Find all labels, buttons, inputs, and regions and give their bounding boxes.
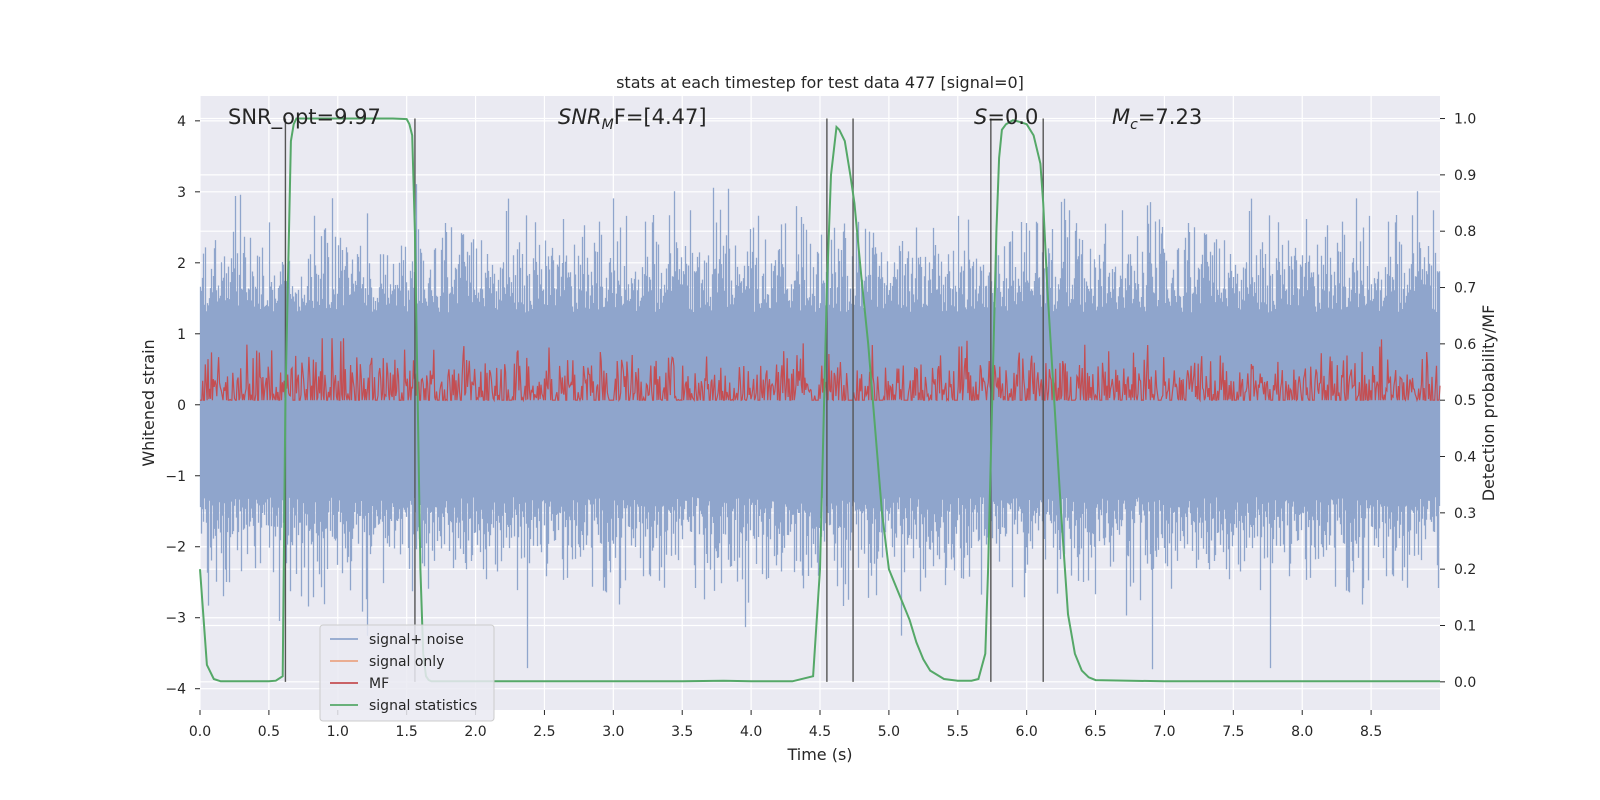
y-axis-label: Whitened strain [139,339,158,466]
annotation-snr-mf-main: SNR [558,105,602,129]
y-tick-label: −2 [165,540,186,556]
x-tick-label: 5.0 [878,724,900,740]
x-tick-label: 2.0 [464,724,486,740]
series-signal-noise [199,184,1441,670]
x-tick-label: 4.5 [809,724,831,740]
y-right-tick-label: 0.7 [1454,281,1476,297]
annotation-snr-mf: SNRMF=[4.47] [558,105,707,133]
series-signal-statistics [199,117,1440,683]
legend: signal+ noise signal only MF signal stat… [319,624,495,722]
x-tick-label: 1.5 [396,724,418,740]
x-tick-label: 8.0 [1291,724,1313,740]
x-tick-label: 1.0 [327,724,349,740]
y-tick-label: −4 [165,682,186,698]
annotation-mc-main: M [1112,105,1130,129]
x-tick-label: 7.0 [1153,724,1175,740]
x-ticks: 0.0 0.5 1.0 1.5 2.0 2.5 3.0 3.5 4.0 4.5 5.0 5.5 6.0 6… [189,710,1382,740]
legend-label-signal-only: signal only [369,654,444,670]
annotation-snr-mf-rest: F=[4.47] [614,105,707,129]
x-tick-label: 4.0 [740,724,762,740]
x-tick-label: 0.0 [189,724,211,740]
y-right-tick-label: 0.8 [1454,224,1476,240]
x-tick-label: 3.0 [602,724,624,740]
y-tick-label: 3 [177,185,186,201]
x-tick-label: 6.5 [1084,724,1106,740]
x-tick-label: 0.5 [258,724,280,740]
y-right-tick-label: 0.9 [1454,168,1476,184]
annotation-mc-sub: c [1130,117,1138,133]
x-tick-label: 8.5 [1360,724,1382,740]
legend-label-signal-statistics: signal statistics [369,698,477,714]
legend-label-mf: MF [369,676,389,692]
y-right-tick-label: 0.0 [1454,675,1476,691]
y-ticks-right: 1.0 0.9 0.8 0.7 0.6 0.5 0.4 0.3 0.2 0.1 0.0 [1440,112,1476,691]
y-right-tick-label: 0.4 [1454,450,1476,466]
x-tick-label: 7.5 [1222,724,1244,740]
annotation-mc: Mc=7.23 [1112,105,1202,133]
y-tick-label: 0 [177,398,186,414]
y-right-tick-label: 0.2 [1454,562,1476,578]
annotation-s-rest: =0.0 [987,105,1038,129]
x-tick-label: 6.0 [1016,724,1038,740]
mf-trace [200,338,1441,403]
legend-label-signal-noise: signal+ noise [369,632,464,648]
x-tick-label: 3.5 [671,724,693,740]
y-right-tick-label: 1.0 [1454,112,1476,128]
annotation-s-main: S [974,105,987,129]
series-mf [200,338,1441,403]
annotation-mc-rest: =7.23 [1138,105,1202,129]
y-axis-right-label: Detection probability/MF [1479,305,1498,502]
signal-statistics-trace [199,117,1440,683]
x-axis-label: Time (s) [786,745,852,764]
y-tick-label: 4 [177,114,186,130]
signal-noise-trace [199,184,1441,670]
y-ticks-left: 4 3 2 1 0 −1 −2 −3 −4 [165,114,200,698]
y-tick-label: −3 [165,611,186,627]
y-right-tick-label: 0.3 [1454,506,1476,522]
legend-box [319,624,495,722]
y-right-tick-label: 0.6 [1454,337,1476,353]
y-tick-label: 1 [177,327,186,343]
y-tick-label: −1 [165,469,186,485]
y-tick-label: 2 [177,256,186,272]
x-tick-label: 5.5 [947,724,969,740]
annotation-snr-opt: SNR_opt=9.97 [228,105,381,130]
chart-title: stats at each timestep for test data 477… [616,73,1024,92]
x-tick-label: 2.5 [533,724,555,740]
y-right-tick-label: 0.1 [1454,619,1476,635]
y-right-tick-label: 0.5 [1454,393,1476,409]
annotation-s: S=0.0 [974,105,1038,129]
annotation-snr-mf-sub: M [602,117,614,133]
